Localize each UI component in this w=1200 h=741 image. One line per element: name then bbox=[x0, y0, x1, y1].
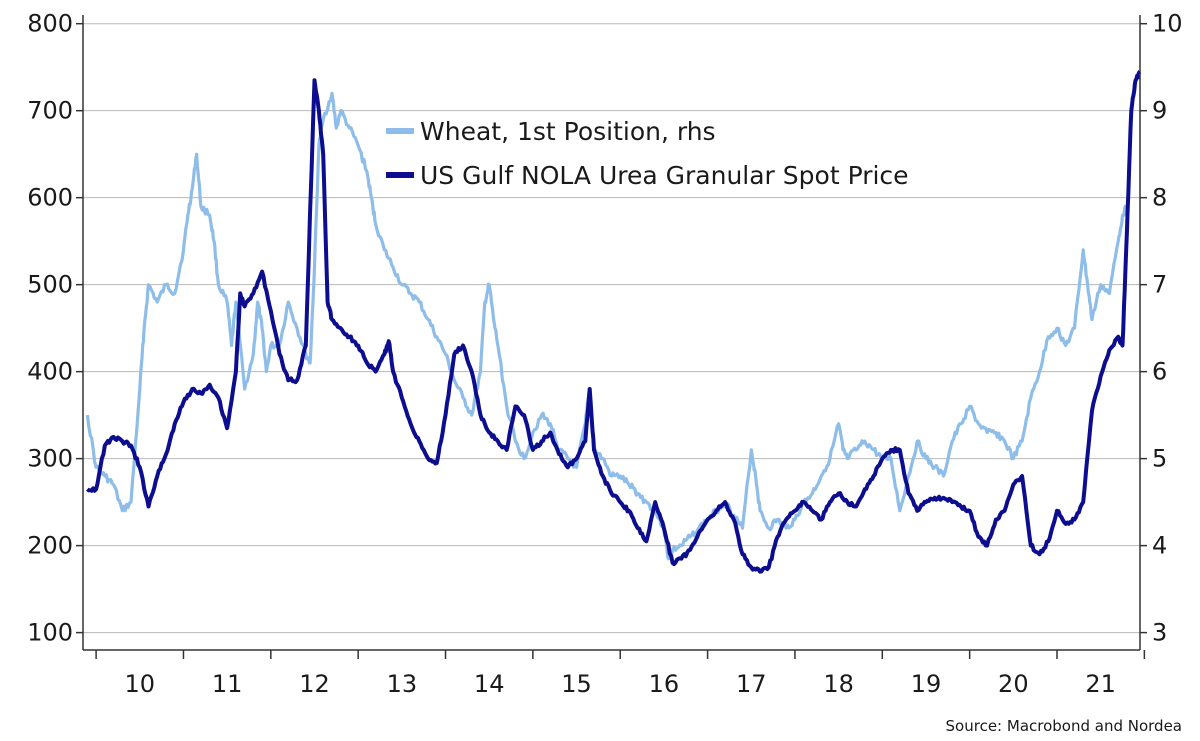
legend-label: US Gulf NOLA Urea Granular Spot Price bbox=[420, 161, 909, 190]
right-tick-label: 9 bbox=[1152, 97, 1167, 125]
source-note: Source: Macrobond and Nordea bbox=[945, 717, 1182, 735]
x-tick-label: 15 bbox=[561, 670, 592, 698]
left-tick-label: 800 bbox=[27, 10, 73, 38]
right-tick-label: 5 bbox=[1152, 445, 1167, 473]
x-axis-ticks: 10 11 12 13 14 15 16 17 18 19 20 21 bbox=[95, 650, 1146, 698]
x-tick-label: 12 bbox=[299, 670, 330, 698]
x-tick-label: 10 bbox=[125, 670, 156, 698]
x-tick-label: 11 bbox=[212, 670, 243, 698]
x-tick-label: 18 bbox=[823, 670, 854, 698]
left-tick-label: 700 bbox=[27, 97, 73, 125]
left-tick-label: 400 bbox=[27, 358, 73, 386]
series-layer bbox=[85, 69, 1142, 574]
left-tick-label: 300 bbox=[27, 445, 73, 473]
x-tick-label: 20 bbox=[998, 670, 1029, 698]
right-tick-label: 7 bbox=[1152, 271, 1167, 299]
left-tick-label: 200 bbox=[27, 532, 73, 560]
x-tick-label: 16 bbox=[649, 670, 680, 698]
right-tick-label: 8 bbox=[1152, 184, 1167, 212]
x-tick-label: 21 bbox=[1085, 670, 1116, 698]
legend-label: Wheat, 1st Position, rhs bbox=[420, 117, 716, 146]
axes bbox=[82, 15, 1141, 651]
right-tick-label: 4 bbox=[1152, 532, 1167, 560]
series-line-urea bbox=[86, 69, 1142, 574]
x-tick-label: 19 bbox=[911, 670, 942, 698]
series-line-wheat bbox=[85, 91, 1129, 561]
legend: Wheat, 1st Position, rhs US Gulf NOLA Ure… bbox=[386, 117, 909, 190]
right-axis-ticks: 3 4 5 6 7 8 9 10 bbox=[1140, 10, 1183, 647]
right-tick-label: 3 bbox=[1152, 619, 1167, 647]
left-tick-label: 600 bbox=[27, 184, 73, 212]
left-axis-ticks: 100 200 300 400 500 600 700 800 bbox=[27, 10, 83, 647]
x-tick-label: 14 bbox=[474, 670, 505, 698]
left-tick-label: 500 bbox=[27, 271, 73, 299]
right-tick-label: 6 bbox=[1152, 358, 1167, 386]
x-tick-label: 17 bbox=[736, 670, 767, 698]
right-tick-label: 10 bbox=[1152, 10, 1183, 38]
gridlines bbox=[83, 23, 1140, 634]
x-tick-label: 13 bbox=[387, 670, 418, 698]
left-tick-label: 100 bbox=[27, 619, 73, 647]
